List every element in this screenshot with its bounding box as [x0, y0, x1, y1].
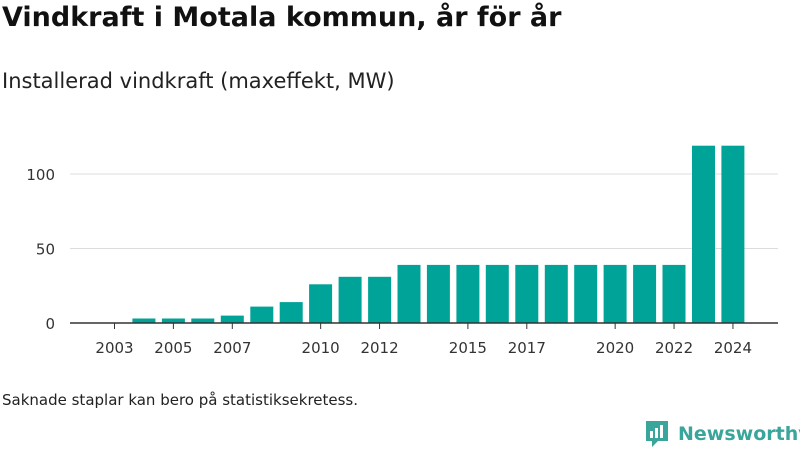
brand-name: Newsworthy: [678, 423, 800, 445]
bar-2013: [397, 264, 421, 323]
bar-2010: [309, 284, 333, 323]
bar-chart: 0 50 100 2003 2005 2007 2010 2012 2015 2017 2020 20…: [26, 145, 778, 357]
bar-2009: [279, 302, 303, 323]
bar-2023: [692, 145, 715, 323]
x-tick-label: 2015: [449, 339, 487, 357]
bar-2006: [191, 318, 215, 323]
bar-2012: [368, 276, 392, 323]
y-tick-label: 0: [45, 315, 55, 333]
bar-2008: [250, 306, 274, 323]
x-tick-label: 2020: [596, 339, 634, 357]
bar-2004: [132, 318, 156, 323]
x-tick-label: 2007: [213, 339, 251, 357]
x-tick-label: 2010: [302, 339, 340, 357]
bar-2020: [603, 264, 627, 323]
y-tick-label: 100: [26, 166, 55, 184]
x-tick-label: 2024: [714, 339, 752, 357]
bar-2024: [721, 145, 745, 323]
x-tick-label: 2022: [655, 339, 693, 357]
bar-2017: [515, 264, 539, 323]
bar-2015: [456, 264, 480, 323]
x-tick-label: 2005: [154, 339, 192, 357]
y-tick-label: 50: [36, 241, 55, 259]
bar-2014: [426, 264, 450, 323]
x-tick-label: 2003: [95, 339, 133, 357]
footnote: Saknade staplar kan bero på statistiksek…: [2, 391, 359, 409]
bar-2019: [574, 264, 598, 323]
brand: Newsworthy: [644, 418, 800, 450]
chart-title: Vindkraft i Motala kommun, år för år: [2, 2, 562, 33]
bar-2022: [662, 264, 686, 323]
bar-2005: [161, 318, 185, 323]
bar-2018: [544, 264, 568, 323]
x-tick-label: 2017: [508, 339, 546, 357]
bar-2011: [338, 276, 362, 323]
x-tick-label: 2012: [360, 339, 398, 357]
bar-2007: [220, 315, 244, 323]
newsworthy-logo-icon: [646, 421, 668, 447]
bar-2021: [633, 264, 657, 323]
bar-2016: [485, 264, 509, 323]
chart-subtitle: Installerad vindkraft (maxeffekt, MW): [2, 69, 395, 93]
